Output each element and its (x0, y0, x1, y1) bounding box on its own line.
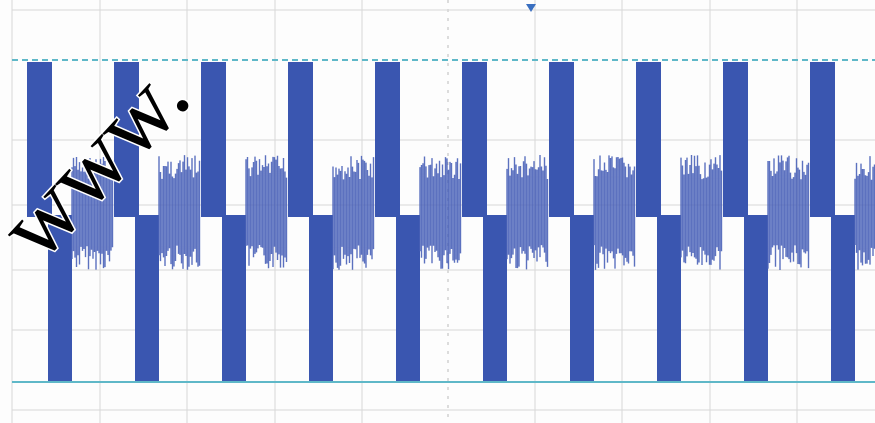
pulse-low (744, 215, 768, 382)
pulse-high (723, 62, 748, 217)
page: www. (() => { const data = JSON.parse(do… (0, 0, 875, 423)
pulse-high (288, 62, 313, 217)
pulse-low (657, 215, 681, 382)
pulse-high (810, 62, 835, 217)
pulse-low (570, 215, 594, 382)
pulse-low (831, 215, 855, 382)
pulse-low (396, 215, 420, 382)
pulse-high (375, 62, 400, 217)
scope-screen: www. (0, 0, 875, 423)
pulse-low (135, 215, 159, 382)
pulse-low (222, 215, 246, 382)
pulse-high (636, 62, 661, 217)
pulse-low (483, 215, 507, 382)
pulse-high (549, 62, 574, 217)
pulse-high (201, 62, 226, 217)
pulse-low (309, 215, 333, 382)
pulse-high (462, 62, 487, 217)
